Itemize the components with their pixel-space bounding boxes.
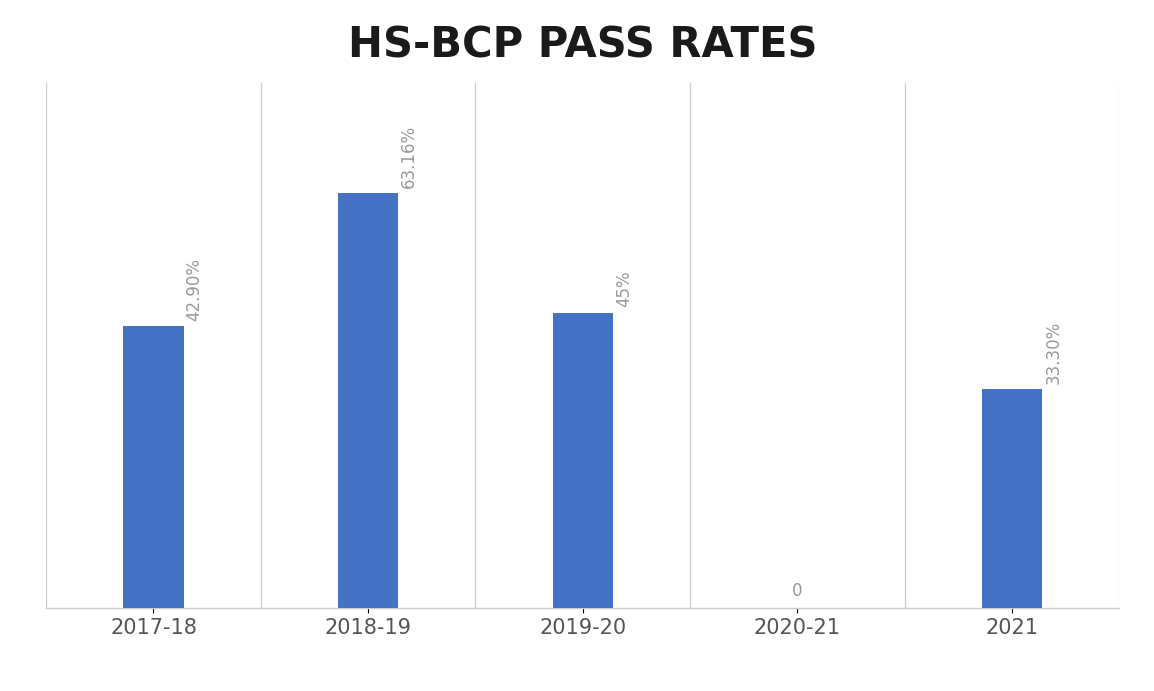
Text: 63.16%: 63.16% [400, 125, 418, 188]
Bar [123, 326, 183, 608]
Text: 33.30%: 33.30% [1044, 321, 1062, 384]
Text: 42.90%: 42.90% [186, 258, 203, 321]
Bar [982, 390, 1042, 608]
Bar [553, 312, 613, 608]
Text: 0: 0 [792, 583, 803, 600]
Title: HS-BCP PASS RATES: HS-BCP PASS RATES [349, 25, 817, 67]
Text: 45%: 45% [615, 271, 632, 307]
Bar [338, 193, 398, 608]
